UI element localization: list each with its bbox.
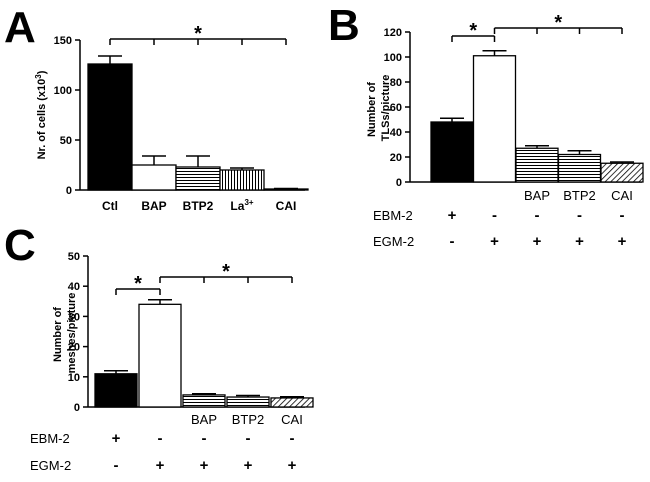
panel-c-significance-star: *: [222, 261, 230, 283]
panel-c-ytick-label: 40: [68, 281, 80, 293]
panel-c-bar: [270, 397, 314, 408]
panel-a-category-label: CAI: [276, 199, 297, 213]
panel-b-ytick-label: 120: [384, 27, 402, 39]
panel-c-condition-sign: +: [288, 457, 297, 474]
panel-b-bar: [430, 121, 474, 183]
panel-b-ylabel-line-2: TLSs/picture: [380, 75, 392, 142]
panel-b-condition-sign: -: [620, 207, 625, 224]
panel-c-condition-sign: -: [202, 430, 207, 447]
panel-a-ylabel: Nr. of cells (x103): [34, 70, 48, 159]
panel-b-condition-sign: -: [577, 207, 582, 224]
panel-c-condition-sign: +: [244, 457, 253, 474]
panel-a-category-label: Ctl: [102, 199, 118, 213]
panel-c-bar: [94, 373, 138, 408]
panel-c-ytick-label: 0: [74, 402, 80, 414]
panel-b-condition-sign: +: [618, 233, 627, 250]
panel-c-condition-sign: +: [112, 430, 121, 447]
panel-letter-c: C: [4, 221, 36, 270]
panel-c-bar: [182, 394, 226, 408]
panel-c-condition-sign: -: [114, 457, 119, 474]
panel-a-category-label: BAP: [141, 199, 166, 213]
panel-a-ylabel-end: ): [36, 70, 48, 74]
panel-c-bar: [226, 396, 270, 408]
panel-a-ytick-label: 50: [60, 135, 72, 147]
panel-b-condition-label: EGM-2: [373, 234, 414, 249]
panel-b-category-label: BAP: [524, 188, 550, 203]
panel-c-ytick-label: 10: [68, 372, 80, 384]
panel-a-ylabel-exp: 3: [34, 74, 43, 79]
panel-b-ytick-label: 80: [390, 77, 402, 89]
panel-b-bar: [472, 55, 517, 183]
panel-c-category-label: CAI: [281, 412, 303, 427]
panel-c-condition-sign: +: [200, 457, 209, 474]
panel-c-condition-label: EGM-2: [30, 458, 71, 473]
panel-a-significance-star: *: [194, 23, 202, 45]
panel-a-category-label: BTP2: [183, 199, 214, 213]
panel-c-ylabel-line-2: meshes/picture: [66, 293, 78, 374]
panel-b-condition-sign: -: [492, 207, 497, 224]
panel-b-ylabel-line-1: Number of: [366, 82, 378, 137]
panel-c-ytick-label: 30: [68, 311, 80, 323]
panel-b-condition-sign: +: [448, 207, 457, 224]
panel-b-condition-sign: +: [533, 233, 542, 250]
panel-a-ytick-label: 0: [66, 185, 72, 197]
panel-c-significance-star: *: [134, 273, 142, 295]
panel-c-condition-sign: -: [290, 430, 295, 447]
panel-a-category-label: La3+: [230, 198, 253, 213]
panel-b-condition-sign: -: [535, 207, 540, 224]
panel-b-ytick-label: 0: [396, 177, 402, 189]
panel-b-condition-sign: +: [490, 233, 499, 250]
panel-b-significance-star: *: [469, 20, 477, 42]
panel-a-ytick-label: 100: [54, 85, 72, 97]
panel-b-condition-sign: -: [450, 233, 455, 250]
panel-c-condition-sign: +: [156, 457, 165, 474]
panel-b-ytick-label: 100: [384, 52, 402, 64]
panel-letter-b: B: [328, 1, 360, 50]
panel-b-bar: [515, 147, 559, 183]
panel-a-bar: [131, 164, 177, 191]
panel-c-condition-label: EBM-2: [30, 431, 70, 446]
panel-c-category-label: BTP2: [232, 412, 265, 427]
panel-b-ytick-label: 60: [390, 102, 402, 114]
panel-b-ytick-label: 20: [390, 152, 402, 164]
panel-b-category-label: CAI: [611, 188, 633, 203]
panel-c-ytick-label: 20: [68, 342, 80, 354]
panel-a-bar: [175, 166, 221, 191]
panel-b-ylabel: Number of TLSs/picture: [366, 75, 392, 142]
panel-letter-a: A: [4, 3, 36, 52]
panel-c-category-label: BAP: [191, 412, 217, 427]
panel-a-chart: Nr. of cells (x103) 0 50 100 150 Ctl BAP BTP2 L…: [34, 23, 309, 213]
panel-c-chart: Number of meshes/picture 0 10 20 30 40 50 BAP B…: [30, 251, 314, 474]
panel-c-condition-sign: -: [246, 430, 251, 447]
panel-a-ylabel-main: Nr. of cells (x10: [36, 79, 48, 160]
panel-c-bar: [138, 303, 182, 408]
panel-a-ytick-label: 150: [54, 35, 72, 47]
panel-c-ylabel: Number of meshes/picture: [52, 293, 78, 374]
panel-a-bar: [87, 63, 133, 191]
panel-b-condition-sign: +: [575, 233, 584, 250]
panel-b-condition-label: EBM-2: [373, 208, 413, 223]
panel-a-bar: [219, 169, 265, 191]
panel-c-condition-sign: -: [158, 430, 163, 447]
panel-b-chart: Number of TLSs/picture 0 20 40 60 80 100 120 BA…: [366, 12, 644, 250]
panel-b-significance-star: *: [554, 12, 562, 34]
panel-c-ytick-label: 50: [68, 251, 80, 263]
panel-b-bar: [600, 162, 644, 183]
panel-b-ytick-label: 40: [390, 127, 402, 139]
panel-c-ylabel-line-1: Number of: [52, 307, 64, 362]
panel-b-bar: [557, 153, 602, 183]
panel-b-category-label: BTP2: [563, 188, 596, 203]
